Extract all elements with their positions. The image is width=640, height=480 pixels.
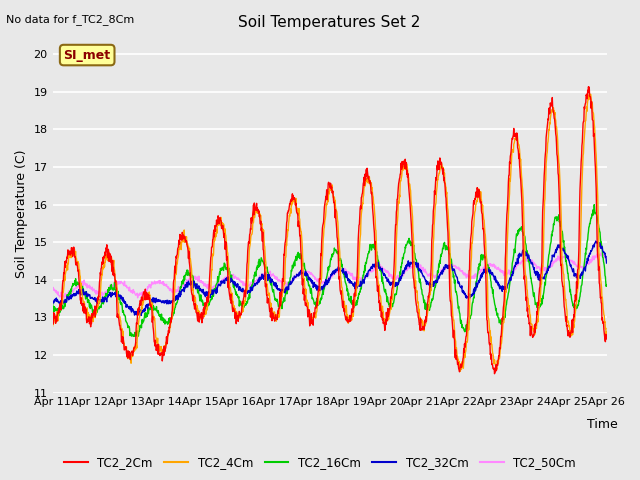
Text: No data for f_TC2_8Cm: No data for f_TC2_8Cm xyxy=(6,14,134,25)
Legend: TC2_2Cm, TC2_4Cm, TC2_16Cm, TC2_32Cm, TC2_50Cm: TC2_2Cm, TC2_4Cm, TC2_16Cm, TC2_32Cm, TC… xyxy=(60,452,580,474)
X-axis label: Time: Time xyxy=(587,418,618,431)
Title: Soil Temperatures Set 2: Soil Temperatures Set 2 xyxy=(238,15,420,30)
Y-axis label: Soil Temperature (C): Soil Temperature (C) xyxy=(15,150,28,278)
Text: SI_met: SI_met xyxy=(63,48,111,61)
